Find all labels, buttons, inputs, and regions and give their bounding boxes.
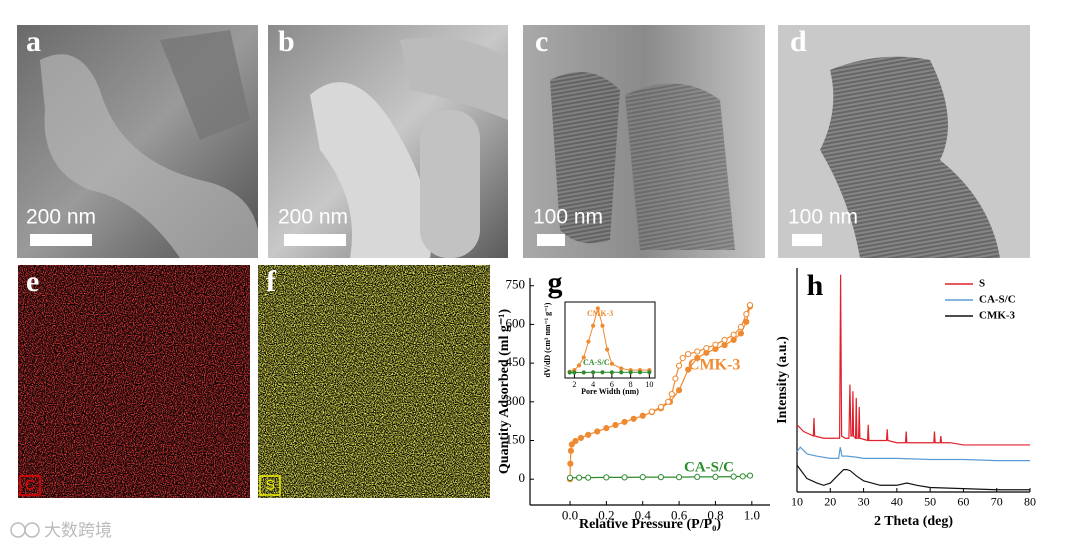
panel-label: a (26, 25, 41, 58)
y-axis-label: Quantity Adsorbed (ml g⁻¹) (497, 309, 512, 475)
panel-label: d (790, 25, 807, 58)
series-label: CMK-3 (587, 309, 613, 318)
panel-label: f (266, 265, 277, 298)
legend-label: CA-S/C (979, 294, 1016, 306)
series-line (570, 476, 750, 478)
panel-label: g (548, 266, 563, 299)
panel-label: c (535, 25, 548, 58)
panel-label: h (807, 269, 824, 302)
x-tick-label: 60 (957, 495, 969, 509)
y-axis-label: dV/dD (cm³ nm⁻¹ g⁻¹) (543, 302, 552, 377)
eds-map: e C (18, 265, 250, 498)
watermark: 大数跨境 (11, 521, 112, 541)
x-axis-label: Relative Pressure (P/P₀) (579, 517, 721, 532)
tem-image: c 100 nm (523, 25, 765, 258)
element-label: S (265, 477, 274, 493)
x-tick-label: 1.0 (744, 508, 760, 523)
x-axis-label: Pore Width (nm) (581, 387, 639, 396)
x-tick-label: 2 (572, 380, 576, 389)
element-label: C (25, 477, 35, 493)
series-label: CA-S/C (684, 459, 734, 475)
legend-label: S (979, 278, 985, 290)
x-tick-label: 70 (991, 495, 1003, 509)
panel-label: e (26, 265, 39, 298)
x-tick-label: 40 (891, 495, 903, 509)
sem-image: a 200 nm (17, 25, 258, 258)
watermark-text: 大数跨境 (44, 521, 112, 541)
tem-image: d 100 nm (778, 25, 1030, 258)
scale-bar-label: 200 nm (278, 206, 348, 229)
chart: 10 20 30 40 50 60 70 80 2 Theta (deg) Intensity (… (775, 268, 1036, 529)
series-line (797, 465, 1030, 490)
panel-label: b (278, 25, 295, 58)
x-tick-label: 50 (924, 495, 936, 509)
y-tick-label: 0 (519, 470, 526, 485)
scale-bar-label: 100 nm (788, 206, 858, 229)
scale-bar-label: 100 nm (533, 206, 603, 229)
series-label: CA-S/C (583, 358, 610, 367)
x-tick-label: 20 (824, 495, 836, 509)
x-tick-label: 10 (791, 495, 803, 509)
y-tick-label: 750 (506, 277, 526, 292)
legend-label: CMK-3 (979, 310, 1016, 322)
x-tick-label: 10 (645, 380, 653, 389)
scale-bar-label: 200 nm (26, 206, 96, 229)
x-tick-label: 0.0 (562, 508, 578, 523)
x-tick-label: 80 (1024, 495, 1036, 509)
x-tick-label: 30 (858, 495, 870, 509)
x-axis-label: 2 Theta (deg) (874, 514, 953, 529)
sem-image: b 200 nm (268, 25, 508, 258)
series-label: CMK-3 (688, 357, 740, 374)
eds-map: f S (258, 265, 490, 498)
y-axis-label: Intensity (a.u.) (775, 336, 790, 424)
series-line (797, 447, 1030, 460)
